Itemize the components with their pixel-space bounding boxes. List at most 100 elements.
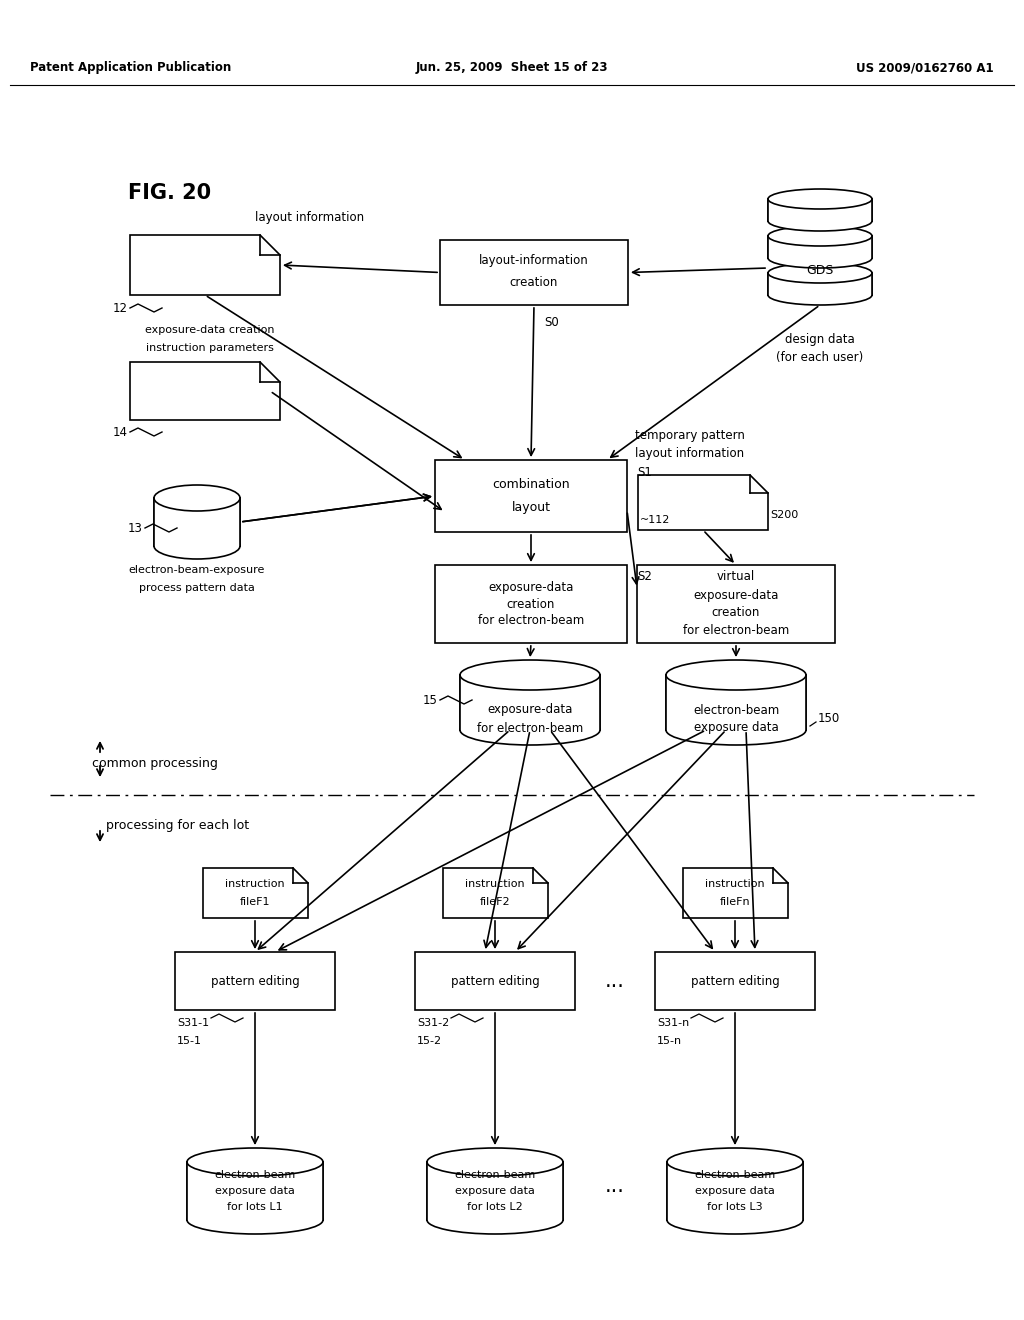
Ellipse shape	[667, 1148, 803, 1176]
Text: for lots L1: for lots L1	[227, 1203, 283, 1212]
Ellipse shape	[187, 1206, 323, 1234]
Bar	[435, 565, 627, 643]
Ellipse shape	[427, 1206, 563, 1234]
Text: design data: design data	[785, 334, 855, 346]
Text: layout-information: layout-information	[479, 253, 589, 267]
Text: 15-n: 15-n	[657, 1036, 682, 1045]
Ellipse shape	[460, 660, 600, 690]
Text: 150: 150	[818, 711, 841, 725]
Text: Jun. 25, 2009  Sheet 15 of 23: Jun. 25, 2009 Sheet 15 of 23	[416, 62, 608, 74]
Bar	[427, 1162, 563, 1220]
Text: instruction: instruction	[706, 879, 765, 888]
Ellipse shape	[666, 715, 806, 744]
Bar	[435, 459, 627, 532]
Bar	[768, 199, 872, 220]
Text: electron-beam: electron-beam	[694, 1170, 775, 1180]
Text: S200: S200	[770, 510, 799, 520]
Text: exposure-data creation: exposure-data creation	[145, 325, 274, 335]
Text: creation: creation	[712, 606, 760, 619]
Text: US 2009/0162760 A1: US 2009/0162760 A1	[856, 62, 994, 74]
Text: 15-2: 15-2	[417, 1036, 442, 1045]
Text: fileFn: fileFn	[720, 898, 751, 907]
Bar	[175, 952, 335, 1010]
Ellipse shape	[187, 1148, 323, 1176]
Bar	[440, 240, 628, 305]
Text: virtual: virtual	[717, 570, 755, 583]
Text: electron-beam: electron-beam	[214, 1170, 296, 1180]
Ellipse shape	[460, 715, 600, 744]
Bar	[415, 952, 575, 1010]
Text: instruction parameters: instruction parameters	[146, 343, 274, 352]
Text: pattern editing: pattern editing	[690, 974, 779, 987]
Text: exposure data: exposure data	[215, 1185, 295, 1196]
Text: electron-beam: electron-beam	[455, 1170, 536, 1180]
Polygon shape	[130, 362, 280, 420]
Text: S0: S0	[544, 317, 559, 330]
Text: ...: ...	[605, 972, 625, 991]
Polygon shape	[638, 475, 768, 531]
Text: layout: layout	[512, 500, 551, 513]
Text: S31-2: S31-2	[417, 1018, 450, 1028]
Text: exposure data: exposure data	[695, 1185, 775, 1196]
Polygon shape	[683, 869, 788, 917]
Text: 15-1: 15-1	[177, 1036, 202, 1045]
Text: Patent Application Publication: Patent Application Publication	[30, 62, 231, 74]
Text: S2: S2	[637, 570, 652, 583]
Bar	[637, 565, 835, 643]
Text: FIG. 20: FIG. 20	[128, 183, 211, 203]
Polygon shape	[443, 869, 548, 917]
Text: pattern editing: pattern editing	[451, 974, 540, 987]
Text: fileF2: fileF2	[479, 898, 510, 907]
Bar	[187, 1162, 323, 1220]
Text: layout information: layout information	[636, 446, 744, 459]
Bar	[768, 236, 872, 257]
Text: instruction: instruction	[225, 879, 285, 888]
Text: exposure-data: exposure-data	[693, 589, 778, 602]
Text: layout information: layout information	[255, 211, 365, 224]
Text: for electron-beam: for electron-beam	[477, 722, 583, 734]
Ellipse shape	[427, 1148, 563, 1176]
Text: processing for each lot: processing for each lot	[106, 820, 250, 833]
Bar	[666, 675, 806, 730]
Ellipse shape	[768, 285, 872, 305]
Text: for electron-beam: for electron-beam	[683, 624, 790, 638]
Ellipse shape	[154, 533, 240, 558]
Text: instruction: instruction	[465, 879, 525, 888]
Ellipse shape	[768, 211, 872, 231]
Text: creation: creation	[510, 276, 558, 289]
Text: common processing: common processing	[92, 756, 218, 770]
Text: exposure data: exposure data	[693, 722, 778, 734]
Text: exposure-data: exposure-data	[488, 581, 573, 594]
Bar	[460, 675, 600, 730]
Bar	[655, 952, 815, 1010]
Ellipse shape	[768, 226, 872, 246]
Text: 11: 11	[858, 213, 872, 223]
Text: pattern editing: pattern editing	[211, 974, 299, 987]
Bar	[667, 1162, 803, 1220]
Ellipse shape	[667, 1206, 803, 1234]
Text: temporary pattern: temporary pattern	[635, 429, 744, 441]
Text: 15: 15	[423, 693, 438, 706]
Text: (for each user): (for each user)	[776, 351, 863, 364]
Polygon shape	[130, 235, 280, 294]
Text: S31-1: S31-1	[177, 1018, 209, 1028]
Text: 13: 13	[128, 521, 143, 535]
Ellipse shape	[768, 263, 872, 282]
Text: S1: S1	[637, 466, 652, 479]
Text: fileF1: fileF1	[240, 898, 270, 907]
Ellipse shape	[154, 484, 240, 511]
Text: ...: ...	[605, 1176, 625, 1196]
Text: electron-beam-exposure: electron-beam-exposure	[129, 565, 265, 576]
Text: combination: combination	[493, 479, 569, 491]
Text: process pattern data: process pattern data	[139, 583, 255, 593]
Text: for lots L2: for lots L2	[467, 1203, 523, 1212]
Text: for lots L3: for lots L3	[708, 1203, 763, 1212]
Text: S31-n: S31-n	[657, 1018, 689, 1028]
Text: exposure data: exposure data	[455, 1185, 535, 1196]
Text: ~112: ~112	[640, 515, 671, 525]
Text: for electron-beam: for electron-beam	[478, 615, 584, 627]
Bar	[154, 498, 240, 546]
Ellipse shape	[666, 660, 806, 690]
Ellipse shape	[768, 248, 872, 268]
Bar	[768, 273, 872, 294]
